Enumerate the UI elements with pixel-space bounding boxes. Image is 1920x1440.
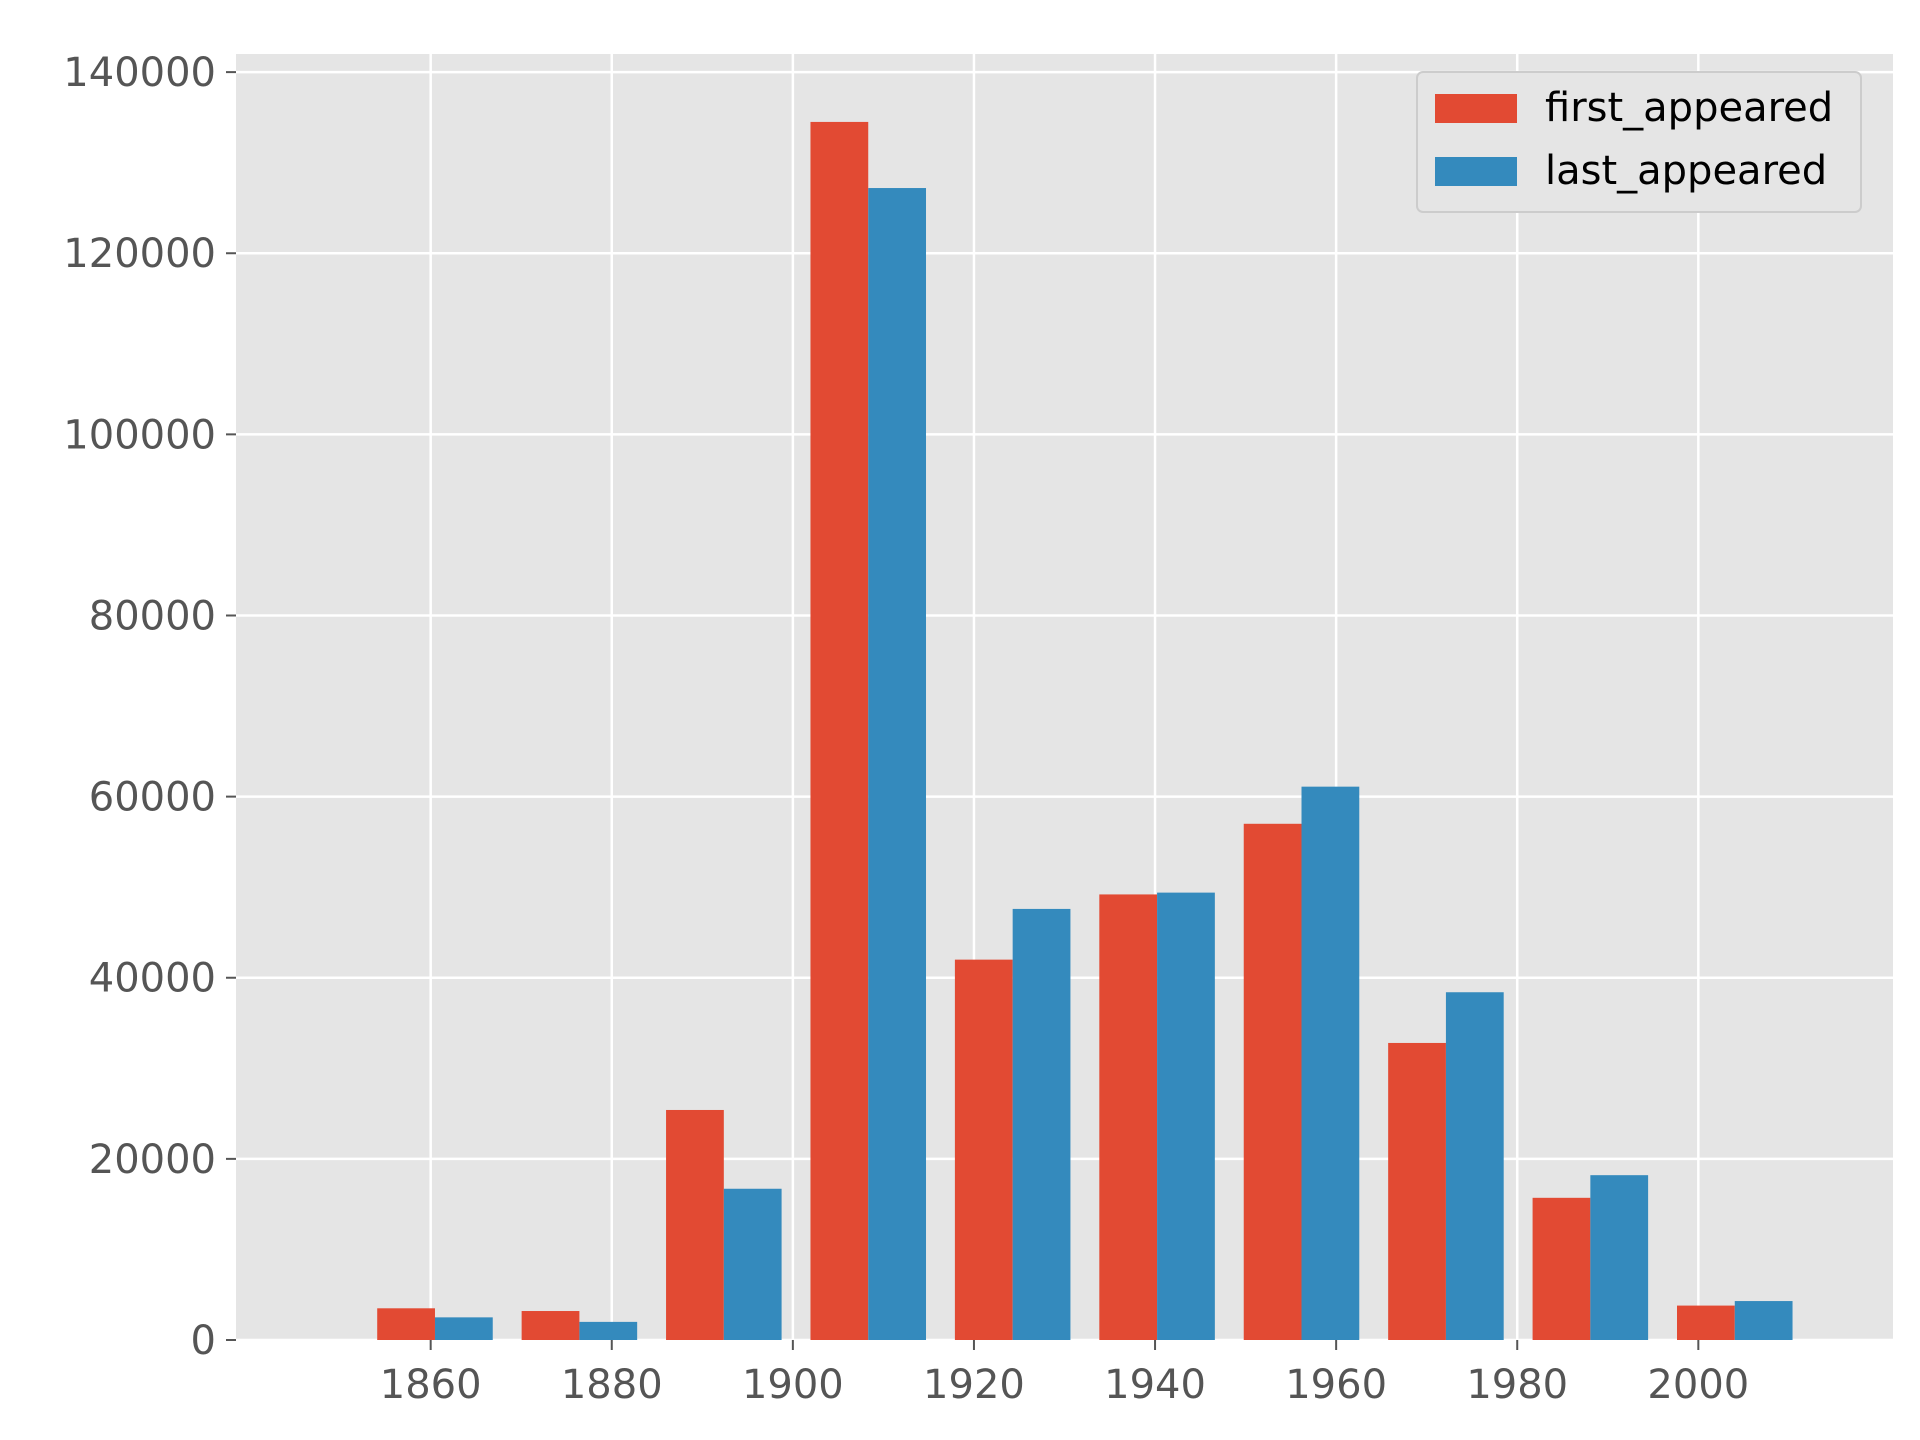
bar-first_appeared	[810, 121, 869, 1341]
bar-first_appeared	[666, 1109, 724, 1340]
bar-first_appeared	[521, 1311, 580, 1340]
y-tick-label: 60000	[89, 775, 216, 821]
bar-first_appeared	[1099, 894, 1158, 1340]
bar-first_appeared	[1243, 823, 1302, 1340]
bar-last_appeared	[1012, 908, 1071, 1340]
y-tick-label: 80000	[89, 593, 216, 639]
legend: first_appeared last_appeared	[1416, 71, 1862, 213]
bar-last_appeared	[1301, 786, 1360, 1340]
y-tick-label: 0	[191, 1318, 216, 1364]
bar-first_appeared	[1388, 1042, 1446, 1340]
bar-first_appeared	[1532, 1197, 1591, 1340]
y-tick-label: 120000	[63, 231, 216, 277]
legend-label: first_appeared	[1545, 85, 1833, 131]
bar-last_appeared	[868, 188, 927, 1340]
x-tick-label: 1880	[561, 1362, 663, 1408]
x-tick-label: 1960	[1285, 1362, 1387, 1408]
bar-last_appeared	[434, 1317, 493, 1340]
x-tick-label: 2000	[1647, 1362, 1749, 1408]
legend-box	[1416, 71, 1862, 213]
y-tick-label: 40000	[89, 956, 216, 1002]
legend-label: last_appeared	[1545, 148, 1827, 194]
y-tick-label: 140000	[63, 50, 216, 96]
y-tick-label: 100000	[63, 412, 216, 458]
y-tick-label: 20000	[89, 1137, 216, 1183]
bar-last_appeared	[579, 1321, 638, 1340]
bar-first_appeared	[377, 1308, 435, 1340]
bars	[377, 121, 1793, 1341]
x-tick-label: 1940	[1104, 1362, 1206, 1408]
bar-last_appeared	[1590, 1175, 1649, 1340]
bar-last_appeared	[1445, 992, 1504, 1340]
x-tick-label: 1860	[380, 1362, 482, 1408]
bar-first_appeared	[1677, 1305, 1735, 1340]
bar-last_appeared	[1734, 1301, 1793, 1340]
x-tick-label: 1980	[1466, 1362, 1568, 1408]
bar-first_appeared	[954, 959, 1013, 1340]
axes: 0 20000 40000 60000 80000 100000 120000 140000 1…	[63, 50, 1749, 1408]
x-tick-label: 1900	[742, 1362, 844, 1408]
bar-last_appeared	[723, 1188, 782, 1340]
x-tick-label: 1920	[923, 1362, 1025, 1408]
legend-swatch-first_appeared	[1435, 94, 1517, 123]
bar-last_appeared	[1157, 892, 1215, 1340]
legend-swatch-last_appeared	[1435, 157, 1517, 186]
